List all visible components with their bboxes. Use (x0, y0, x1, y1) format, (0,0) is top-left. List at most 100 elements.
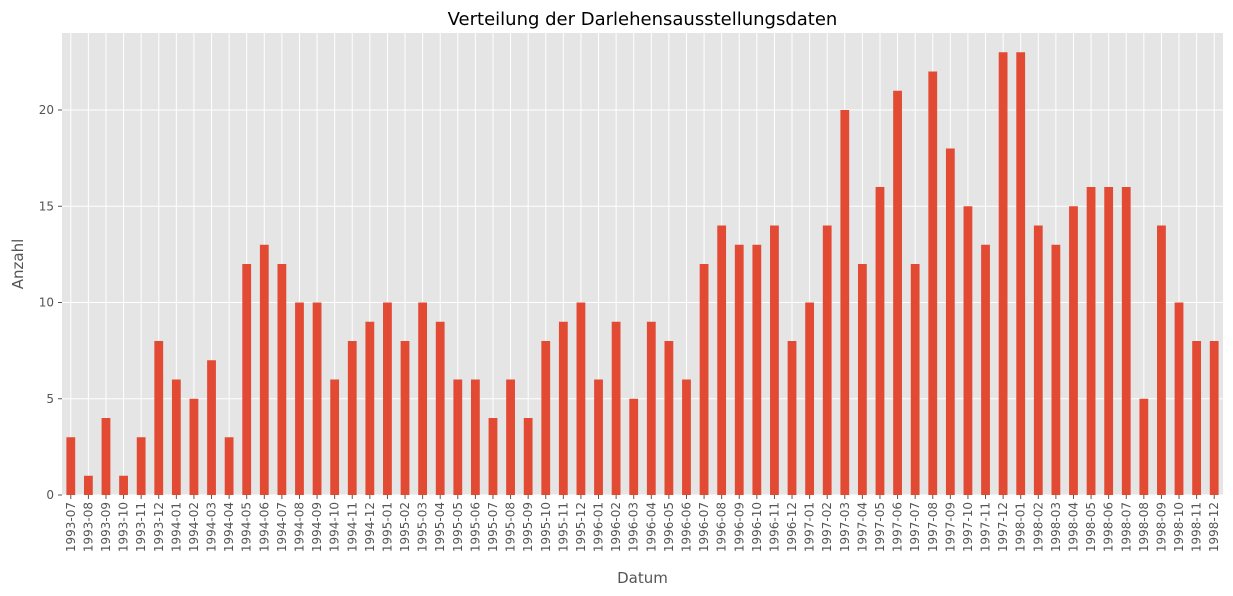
x-tick-label: 1998-09 (1154, 502, 1168, 552)
x-tick-label: 1997-07 (908, 502, 922, 552)
bar-1994-03 (207, 360, 216, 495)
x-tick-label: 1995-07 (486, 502, 500, 552)
bar-1998-09 (1157, 225, 1166, 495)
x-tick-label: 1996-08 (715, 502, 729, 552)
bar-1997-12 (998, 52, 1008, 495)
bar-1997-07 (910, 264, 920, 495)
bar-1996-10 (752, 244, 762, 495)
x-tick-label: 1998-10 (1172, 502, 1186, 552)
x-tick-label: 1998-03 (1049, 502, 1063, 552)
x-tick-label: 1994-04 (222, 502, 236, 552)
bar-1995-04 (435, 321, 445, 495)
bar-1996-07 (699, 264, 709, 495)
x-axis-ticks: 1993-07 1993-08 1993-09 1993-10 1993-11 1993-… (64, 495, 1221, 552)
x-tick-label: 1998-02 (1031, 502, 1045, 552)
bar-1993-07 (66, 437, 76, 495)
x-tick-label: 1994-03 (205, 502, 219, 552)
bar-1994-01 (171, 379, 181, 495)
y-tick-label: 5 (46, 392, 54, 406)
x-tick-label: 1996-09 (732, 502, 746, 552)
bar-1996-03 (629, 398, 639, 495)
bar-1997-06 (893, 90, 902, 495)
bar-1995-09 (523, 418, 533, 495)
x-tick-label: 1996-01 (592, 502, 606, 552)
y-tick-label: 10 (39, 296, 54, 310)
x-tick-label: 1994-01 (169, 502, 183, 552)
x-tick-label: 1997-12 (996, 502, 1010, 552)
x-tick-label: 1997-03 (838, 502, 852, 552)
x-tick-label: 1995-12 (574, 502, 588, 552)
x-tick-label: 1998-11 (1190, 502, 1204, 552)
bar-1995-05 (453, 379, 463, 495)
x-tick-label: 1997-06 (891, 502, 905, 552)
x-tick-label: 1995-06 (468, 502, 482, 552)
x-tick-label: 1995-10 (539, 502, 553, 552)
bar-1996-06 (682, 379, 691, 495)
x-tick-label: 1997-11 (979, 502, 993, 552)
x-tick-label: 1993-12 (152, 502, 166, 552)
bar-1995-06 (470, 379, 480, 495)
bar-1994-11 (347, 341, 357, 495)
x-tick-label: 1994-12 (363, 502, 377, 552)
y-tick-label: 0 (46, 488, 54, 502)
y-axis-label: Anzahl (9, 239, 27, 290)
bar-1997-02 (822, 225, 832, 495)
bar-1996-04 (646, 321, 656, 495)
x-tick-label: 1997-05 (873, 502, 887, 552)
bar-1998-02 (1033, 225, 1043, 495)
bar-1998-06 (1104, 187, 1114, 495)
chart-title: Verteilung der Darlehensausstellungsdate… (448, 9, 838, 30)
bars (66, 52, 1219, 495)
bar-1996-05 (664, 341, 674, 495)
x-tick-label: 1997-02 (820, 502, 834, 552)
x-axis-label: Datum (617, 569, 668, 587)
bar-1994-12 (365, 321, 375, 495)
bar-1997-01 (805, 302, 815, 495)
bar-1993-10 (119, 475, 128, 495)
bar-1994-02 (189, 398, 199, 495)
bar-1997-05 (875, 187, 885, 495)
x-tick-label: 1996-12 (785, 502, 799, 552)
bar-1998-03 (1051, 244, 1061, 495)
x-tick-label: 1998-05 (1084, 502, 1098, 552)
bar-1993-09 (101, 418, 111, 495)
bar-1998-11 (1192, 341, 1202, 495)
x-tick-label: 1997-08 (926, 502, 940, 552)
x-tick-label: 1995-11 (556, 502, 570, 552)
x-tick-label: 1994-09 (310, 502, 324, 552)
x-tick-label: 1998-06 (1102, 502, 1116, 552)
x-tick-label: 1995-09 (521, 502, 535, 552)
bar-1998-08 (1139, 398, 1149, 495)
x-tick-label: 1996-10 (750, 502, 764, 552)
x-tick-label: 1994-08 (292, 502, 306, 552)
bar-1996-09 (734, 244, 744, 495)
x-tick-label: 1995-08 (504, 502, 518, 552)
x-tick-label: 1998-04 (1066, 502, 1080, 552)
bar-1996-12 (787, 341, 797, 495)
x-tick-label: 1995-04 (433, 502, 447, 552)
bar-1994-10 (330, 379, 340, 495)
y-axis-ticks: 0 5 10 15 20 (39, 103, 62, 502)
bar-1996-08 (717, 225, 727, 495)
x-tick-label: 1996-11 (767, 502, 781, 552)
bar-1995-12 (576, 302, 586, 495)
x-tick-label: 1993-11 (134, 502, 148, 552)
x-tick-label: 1998-12 (1207, 502, 1221, 552)
bar-1994-08 (295, 302, 304, 495)
x-tick-label: 1995-05 (451, 502, 465, 552)
plot-background (62, 33, 1223, 495)
x-tick-label: 1994-10 (328, 502, 342, 552)
x-tick-label: 1996-07 (697, 502, 711, 552)
x-tick-label: 1994-07 (275, 502, 289, 552)
x-tick-label: 1998-08 (1137, 502, 1151, 552)
bar-1995-11 (558, 321, 568, 495)
bar-1995-10 (541, 341, 551, 495)
bar-1993-12 (154, 341, 164, 495)
x-tick-label: 1994-11 (345, 502, 359, 552)
x-tick-label: 1995-01 (380, 502, 394, 552)
bar-1995-01 (383, 302, 392, 495)
bar-1996-01 (594, 379, 603, 495)
bar-1997-11 (981, 244, 990, 495)
x-tick-label: 1997-04 (855, 502, 869, 552)
